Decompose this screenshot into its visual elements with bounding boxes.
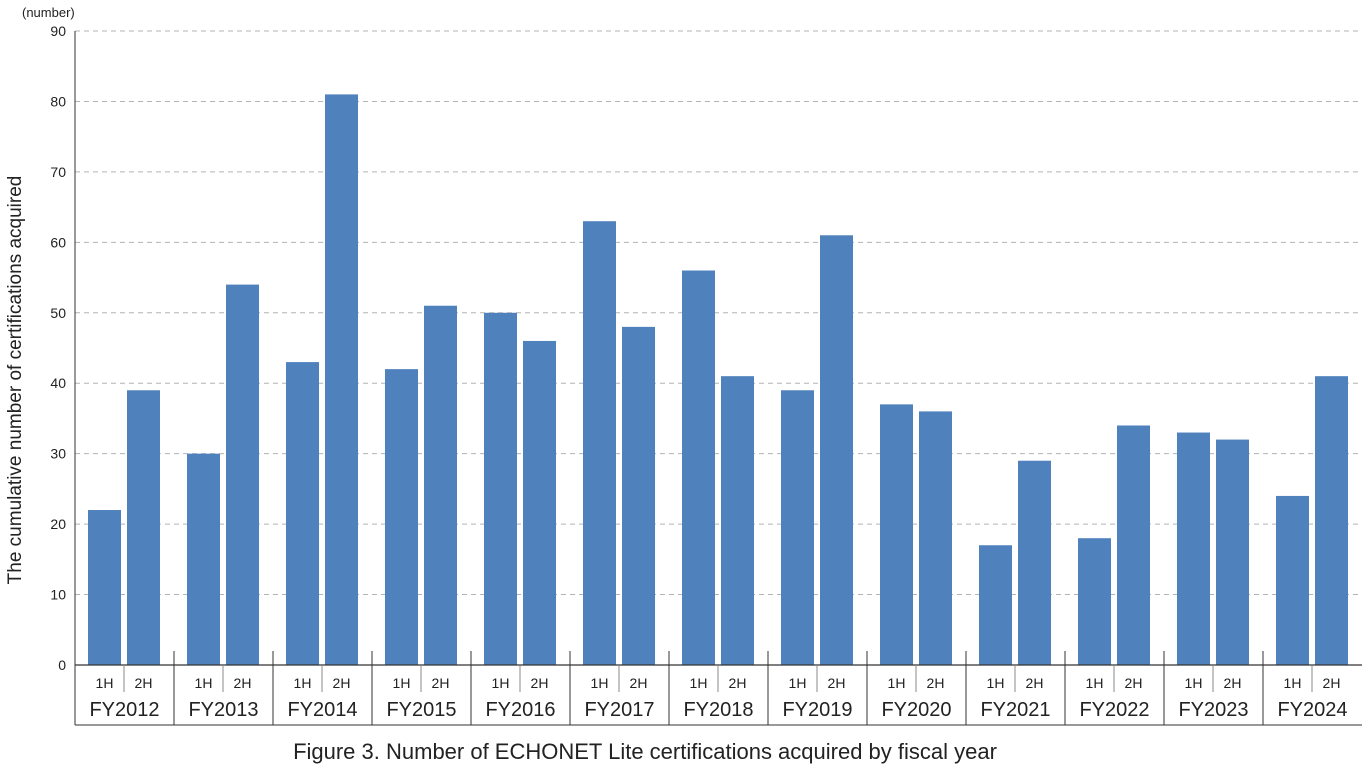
bar xyxy=(187,453,220,665)
year-label: FY2021 xyxy=(980,699,1050,721)
half-label: 1H xyxy=(1185,675,1203,691)
bar xyxy=(1078,538,1111,665)
bar xyxy=(523,340,556,665)
bar xyxy=(820,235,853,666)
bar xyxy=(1315,376,1348,665)
year-label: FY2017 xyxy=(584,699,654,721)
bar xyxy=(583,221,616,665)
half-label: 2H xyxy=(1125,675,1143,691)
axes: 0 10 20 30 40 50 60 70 80 90 1H 2H FY2012 1H 2H FY2013 1… xyxy=(50,23,1362,726)
bar xyxy=(1018,460,1051,665)
bar xyxy=(88,510,121,665)
bar xyxy=(721,376,754,665)
half-label: 1H xyxy=(987,675,1005,691)
half-label: 2H xyxy=(531,675,549,691)
bar xyxy=(1177,432,1210,665)
year-label: FY2016 xyxy=(485,699,555,721)
year-label: FY2015 xyxy=(386,699,456,721)
half-label: 2H xyxy=(729,675,747,691)
half-label: 2H xyxy=(1026,675,1044,691)
half-label: 1H xyxy=(690,675,708,691)
half-label: 2H xyxy=(333,675,351,691)
half-label: 1H xyxy=(393,675,411,691)
half-label: 1H xyxy=(1086,675,1104,691)
year-label: FY2013 xyxy=(188,699,258,721)
half-label: 2H xyxy=(432,675,450,691)
year-label: FY2018 xyxy=(683,699,753,721)
bar xyxy=(1216,439,1249,665)
bar xyxy=(979,545,1012,665)
year-label: FY2023 xyxy=(1178,699,1248,721)
y-tick-label: 30 xyxy=(50,446,66,462)
bar xyxy=(1276,495,1309,665)
bar xyxy=(919,411,952,665)
bar xyxy=(880,404,913,665)
bar xyxy=(127,390,160,665)
half-label: 2H xyxy=(135,675,153,691)
bar xyxy=(622,326,655,665)
half-label: 2H xyxy=(234,675,252,691)
year-label: FY2020 xyxy=(881,699,951,721)
half-label: 1H xyxy=(1284,675,1302,691)
year-label: FY2019 xyxy=(782,699,852,721)
half-label: 2H xyxy=(1224,675,1242,691)
half-label: 1H xyxy=(294,675,312,691)
half-label: 2H xyxy=(630,675,648,691)
bar xyxy=(781,390,814,665)
y-tick-label: 0 xyxy=(58,657,66,673)
half-label: 1H xyxy=(96,675,114,691)
bar xyxy=(325,94,358,665)
half-label: 1H xyxy=(789,675,807,691)
y-axis-label: The cumulative number of certifications … xyxy=(5,176,26,585)
bar xyxy=(1117,425,1150,665)
bar xyxy=(424,305,457,665)
half-label: 1H xyxy=(591,675,609,691)
year-label: FY2022 xyxy=(1079,699,1149,721)
half-label: 1H xyxy=(888,675,906,691)
unit-label: (number) xyxy=(22,5,75,20)
gridlines xyxy=(75,30,1362,596)
year-label: FY2014 xyxy=(287,699,357,721)
y-tick-label: 80 xyxy=(50,93,66,109)
year-label: FY2024 xyxy=(1277,699,1347,721)
y-tick-label: 10 xyxy=(50,587,66,603)
half-label: 2H xyxy=(927,675,945,691)
chart-title: Figure 3. Number of ECHONET Lite certifi… xyxy=(293,739,997,764)
y-tick-label: 40 xyxy=(50,375,66,391)
half-label: 1H xyxy=(492,675,510,691)
y-tick-label: 20 xyxy=(50,516,66,532)
half-label: 1H xyxy=(195,675,213,691)
half-label: 2H xyxy=(1323,675,1341,691)
year-label: FY2012 xyxy=(89,699,159,721)
half-label: 2H xyxy=(828,675,846,691)
bar xyxy=(682,270,715,665)
y-tick-label: 60 xyxy=(50,234,66,250)
bar xyxy=(484,312,517,665)
y-tick-label: 90 xyxy=(50,23,66,39)
bars xyxy=(88,94,1348,666)
y-tick-label: 50 xyxy=(50,305,66,321)
y-tick-label: 70 xyxy=(50,164,66,180)
bar xyxy=(385,369,418,665)
bar xyxy=(286,362,319,665)
bar xyxy=(226,284,259,665)
